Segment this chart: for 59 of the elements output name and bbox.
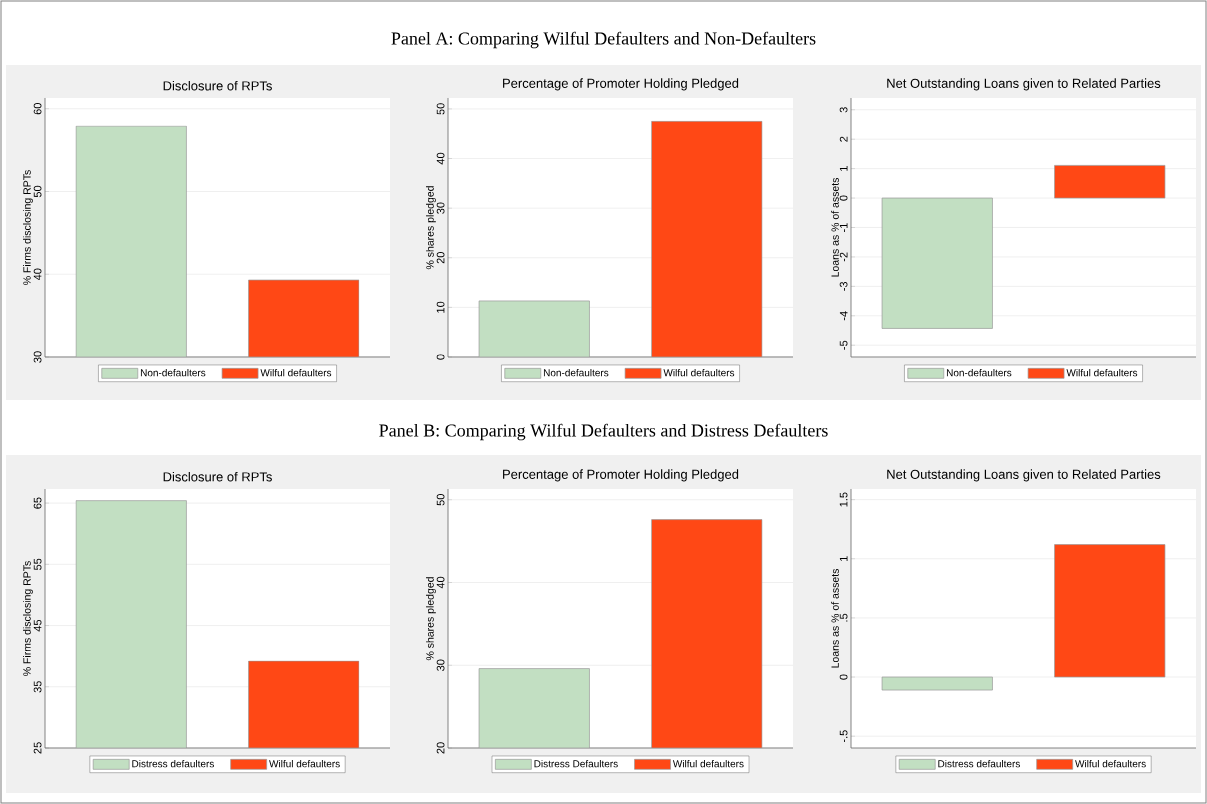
legend-label: Non-defaulters (543, 368, 609, 377)
chart-title: Net Outstanding Loans given to Related Parties (887, 78, 1161, 91)
y-axis-title: % Firms disclosing RPTs (23, 561, 33, 676)
y-tick-label: -1 (839, 223, 848, 232)
y-tick-label: 45 (33, 619, 42, 632)
chart-title: Disclosure of RPTs (163, 80, 272, 91)
y-tick-label: 1 (839, 556, 848, 561)
y-tick-label: 1 (839, 166, 848, 171)
y-tick-label: -2 (839, 252, 848, 262)
y-tick-label: 20 (436, 742, 445, 754)
y-tick-label: 50 (33, 185, 42, 198)
legend-label: Wilful defaulters (269, 759, 340, 768)
y-tick-label: 65 (33, 497, 42, 509)
y-tick-label: 50 (436, 103, 445, 115)
y-tick-label: 30 (33, 351, 42, 363)
y-tick-label: -5 (839, 340, 848, 350)
y-axis-title: % Firms disclosing RPTs (23, 170, 33, 285)
y-tick-label: 2 (839, 136, 848, 142)
y-tick-label: 35 (33, 681, 42, 693)
legend-label: Wilful defaulters (663, 368, 735, 377)
chart-title: Percentage of Promoter Holding Pledged (503, 78, 739, 91)
y-tick-label: 1.5 (839, 492, 848, 507)
y-axis-title: % shares pledged (426, 186, 436, 270)
text: Panel B: Comparing Wilful Defaulters and Distress Defaulters (379, 423, 828, 441)
y-tick-label: 60 (33, 103, 42, 115)
y-axis-title: Loans as % of assets (831, 178, 839, 277)
legend-label: Non-defaulters (140, 368, 206, 377)
legend-label: Distress defaulters (132, 759, 214, 768)
legend-label: Distress Defaulters (534, 759, 618, 768)
y-tick-label: 20 (436, 252, 445, 264)
y-tick-label: 3 (839, 107, 848, 113)
y-tick-label: .5 (839, 613, 848, 622)
y-axis-title: Loans as % of assets (831, 569, 839, 668)
y-tick-label: 30 (436, 659, 445, 671)
y-tick-label: 40 (33, 268, 42, 281)
y-tick-label: -4 (839, 311, 848, 321)
y-tick-label: 0 (839, 195, 848, 201)
y-axis-title: % shares pledged (426, 577, 436, 661)
y-tick-label: 40 (436, 576, 445, 589)
y-tick-label: 0 (839, 674, 848, 680)
chart-title: Percentage of Promoter Holding Pledged (503, 469, 739, 482)
chart-title: Net Outstanding Loans given to Related Parties (887, 469, 1161, 482)
legend-label: Wilful defaulters (1075, 759, 1146, 768)
y-tick-label: 50 (436, 494, 445, 506)
y-tick-label: 25 (33, 742, 42, 754)
y-tick-label: 30 (436, 202, 445, 214)
y-tick-label: 10 (436, 301, 445, 313)
y-tick-label: 55 (33, 558, 42, 570)
legend-label: Non-defaulters (946, 368, 1012, 377)
y-tick-label: 0 (436, 354, 445, 360)
legend-label: Wilful defaulters (260, 368, 332, 377)
y-tick-label: -3 (839, 281, 848, 291)
legend-label: Wilful defaulters (1066, 368, 1138, 377)
legend-label: Distress defaulters (938, 759, 1020, 768)
text: Panel A: Comparing Wilful Defaulters and Non-Defaulters (391, 31, 816, 49)
legend-label: Wilful defaulters (672, 759, 744, 768)
y-tick-label: 40 (436, 152, 445, 165)
chart-title: Disclosure of RPTs (163, 471, 272, 482)
y-tick-label: -.5 (839, 730, 848, 743)
